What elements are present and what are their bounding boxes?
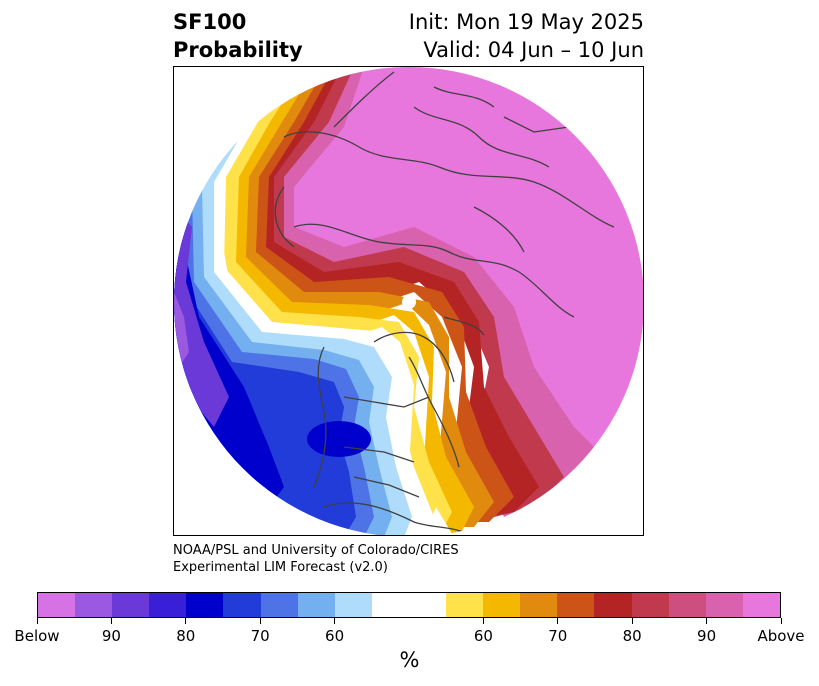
colorbar-tick xyxy=(557,618,559,624)
colorbar-segment xyxy=(297,593,335,617)
colorbar-tick-label: 90 xyxy=(697,627,717,645)
colorbar-tick-label: 80 xyxy=(622,627,642,645)
colorbar-segment xyxy=(38,593,76,617)
colorbar-segment xyxy=(483,593,521,617)
colorbar-tick-label: 60 xyxy=(325,627,345,645)
colorbar-segment xyxy=(631,593,669,617)
colorbar-tick xyxy=(482,618,484,624)
valid-date-label: Valid: 04 Jun – 10 Jun xyxy=(423,38,644,62)
colorbar-segment xyxy=(742,593,780,617)
colorbar-tick-label: 90 xyxy=(101,627,121,645)
init-date-label: Init: Mon 19 May 2025 xyxy=(408,10,644,34)
coastlines xyxy=(274,71,615,535)
colorbar-segment xyxy=(334,593,372,617)
colorbar-segment xyxy=(520,593,558,617)
colorbar-tick-label: 60 xyxy=(473,627,493,645)
colorbar-tick-label: Above xyxy=(757,627,805,645)
probability-field xyxy=(174,67,643,535)
below-85-region xyxy=(174,207,229,427)
colorbar-tick xyxy=(259,618,261,624)
colorbar-tick xyxy=(780,618,782,624)
probability-colorbar xyxy=(37,592,781,618)
colorbar-segment xyxy=(408,593,447,617)
colorbar-segment xyxy=(446,593,484,617)
colorbar-tick xyxy=(334,618,336,624)
colorbar-unit-label: % xyxy=(399,648,420,672)
colorbar-tick-label: Below xyxy=(14,627,60,645)
title-line-1: SF100 xyxy=(173,10,247,34)
colorbar-segment xyxy=(186,593,224,617)
credit-line-1: NOAA/PSL and University of Colorado/CIRE… xyxy=(173,543,459,558)
colorbar-tick-label: 70 xyxy=(250,627,270,645)
forecast-dates: Init: Mon 19 May 2025 Valid: 04 Jun – 10… xyxy=(409,8,644,64)
title-line-2: Probability xyxy=(173,38,303,62)
credit-text: NOAA/PSL and University of Colorado/CIRE… xyxy=(173,542,459,576)
map-title: SF100 Probability xyxy=(173,8,303,64)
above-60-region xyxy=(226,67,474,535)
map-panel xyxy=(173,66,644,536)
colorbar-tick xyxy=(706,618,708,624)
colorbar-segment xyxy=(223,593,261,617)
colorbar-tick-label: 70 xyxy=(548,627,568,645)
colorbar-tick xyxy=(185,618,187,624)
colorbar-tick xyxy=(631,618,633,624)
colorbar-segment xyxy=(260,593,298,617)
colorbar-segment xyxy=(705,593,743,617)
colorbar-tick xyxy=(36,618,38,624)
colorbar-segment xyxy=(75,593,113,617)
colorbar-tick-label: 80 xyxy=(176,627,196,645)
colorbar-segment xyxy=(112,593,150,617)
above-65-region xyxy=(236,67,494,527)
below-75-region-center xyxy=(307,421,371,457)
colorbar-segment xyxy=(594,593,632,617)
polar-probability-map xyxy=(174,67,643,535)
north-pole-marker xyxy=(402,295,416,309)
credit-line-2: Experimental LIM Forecast (v2.0) xyxy=(173,560,388,575)
colorbar-tick xyxy=(110,618,112,624)
colorbar-segment xyxy=(149,593,187,617)
colorbar-segment xyxy=(668,593,706,617)
colorbar-segment xyxy=(557,593,595,617)
colorbar-segment xyxy=(371,593,409,617)
